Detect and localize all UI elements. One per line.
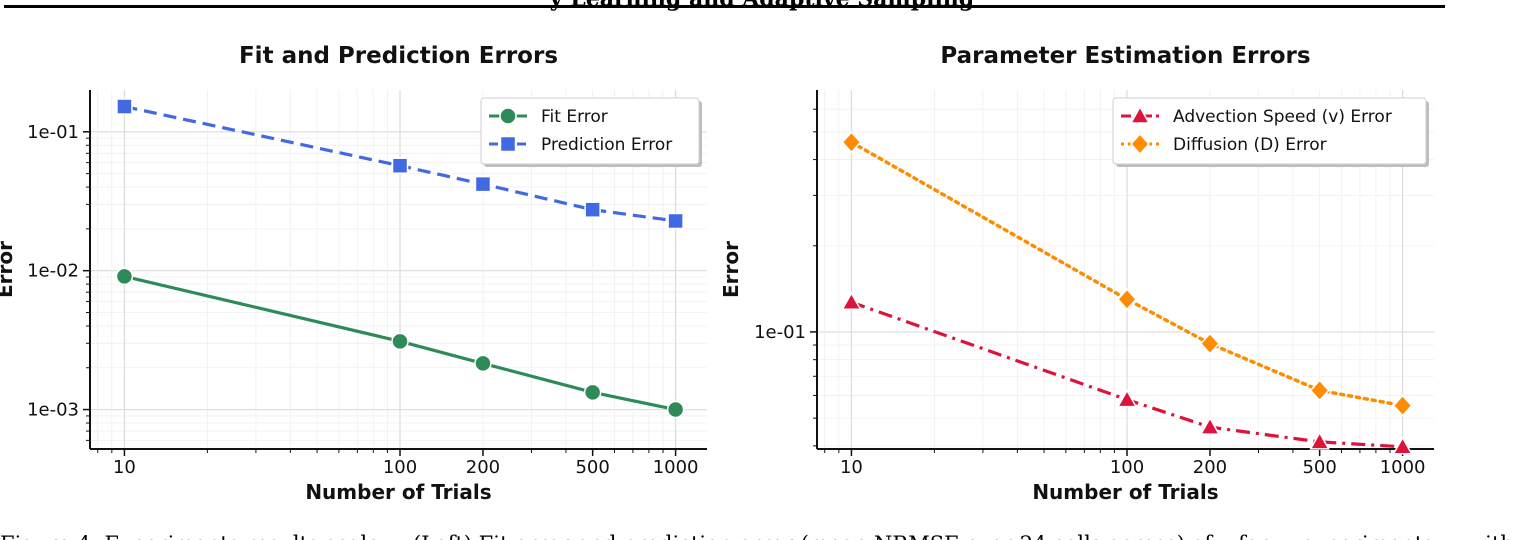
y-tick-label: 1e-02 bbox=[27, 261, 79, 282]
fit-prediction-chart: Fit and Prediction Errors 1e-03 1e-02 1e-01… bbox=[0, 43, 707, 504]
data-point bbox=[1116, 389, 1138, 408]
data-point bbox=[666, 400, 685, 419]
data-point bbox=[391, 332, 409, 351]
legend-label: Fit Error bbox=[541, 107, 608, 127]
legend: Fit Error Prediction Error bbox=[480, 97, 702, 167]
series-prediction-error bbox=[116, 98, 684, 230]
series-advection-speed-v-error bbox=[841, 291, 1413, 455]
data-point bbox=[1117, 288, 1138, 311]
x-tick-label: 200 bbox=[466, 457, 500, 478]
legend-marker-swatch bbox=[499, 135, 517, 153]
legend-label: Diffusion (D) Error bbox=[1173, 135, 1327, 155]
legend-entry: Prediction Error bbox=[489, 135, 672, 155]
data-point bbox=[474, 354, 492, 373]
figure-caption: Figure 4: Experiments results scale.... … bbox=[0, 522, 1524, 540]
data-point bbox=[1392, 436, 1413, 455]
data-point bbox=[584, 201, 601, 218]
series-fit-error bbox=[115, 267, 685, 419]
y-axis-label: Error bbox=[0, 241, 17, 298]
caption-text: Figure 4: Experiments results scale.... … bbox=[0, 532, 1514, 540]
data-point bbox=[841, 291, 862, 310]
series-diffusion-d-error bbox=[841, 131, 1413, 417]
data-point bbox=[116, 98, 133, 115]
data-point bbox=[391, 157, 409, 174]
legend: Advection Speed (v) Error Diffusion (D) E… bbox=[1112, 97, 1429, 167]
x-tick-label: 500 bbox=[1302, 457, 1336, 478]
x-tick-label: 100 bbox=[383, 457, 417, 478]
legend-box bbox=[1112, 97, 1427, 165]
legend-label: Advection Speed (v) Error bbox=[1173, 107, 1392, 127]
data-point bbox=[115, 267, 134, 286]
x-axis-label: Number of Trials bbox=[305, 480, 491, 504]
legend-marker-swatch bbox=[1129, 132, 1151, 156]
x-tick-label: 1000 bbox=[1380, 457, 1426, 478]
header-rule bbox=[4, 5, 1445, 8]
data-point bbox=[1199, 416, 1221, 435]
data-point bbox=[583, 383, 602, 402]
legend-label: Prediction Error bbox=[541, 135, 672, 155]
grid bbox=[817, 90, 1434, 449]
legend-entry: Advection Speed (v) Error bbox=[1121, 105, 1392, 127]
x-tick-label: 10 bbox=[840, 457, 863, 478]
parameter-estimation-chart: Parameter Estimation Errors 1e-01 10 100 200… bbox=[719, 43, 1434, 504]
data-point bbox=[1392, 394, 1413, 417]
legend-marker-swatch bbox=[1129, 105, 1151, 124]
chart-title: Parameter Estimation Errors bbox=[940, 43, 1310, 69]
x-tick-label: 10 bbox=[113, 457, 136, 478]
x-axis-label: Number of Trials bbox=[1032, 480, 1218, 504]
legend-marker-swatch bbox=[499, 107, 517, 125]
x-tick-label: 1000 bbox=[653, 457, 699, 478]
data-point bbox=[667, 212, 684, 230]
y-tick-label: 1e-01 bbox=[27, 122, 79, 143]
legend-box bbox=[480, 97, 700, 165]
y-tick-label: 1e-03 bbox=[27, 400, 79, 421]
x-tick-label: 500 bbox=[575, 457, 609, 478]
y-axis-label: Error bbox=[719, 241, 743, 298]
data-point bbox=[1309, 379, 1330, 402]
x-tick-label: 100 bbox=[1110, 457, 1144, 478]
data-point bbox=[474, 175, 492, 193]
data-point bbox=[1309, 431, 1330, 450]
y-tick-label: 1e-01 bbox=[754, 322, 806, 343]
x-tick-label: 200 bbox=[1193, 457, 1227, 478]
grid bbox=[90, 90, 707, 449]
legend-entry: Fit Error bbox=[489, 107, 608, 127]
chart-title: Fit and Prediction Errors bbox=[239, 43, 558, 69]
legend-entry: Diffusion (D) Error bbox=[1121, 132, 1327, 156]
data-point bbox=[1199, 332, 1220, 355]
data-point bbox=[841, 131, 862, 154]
